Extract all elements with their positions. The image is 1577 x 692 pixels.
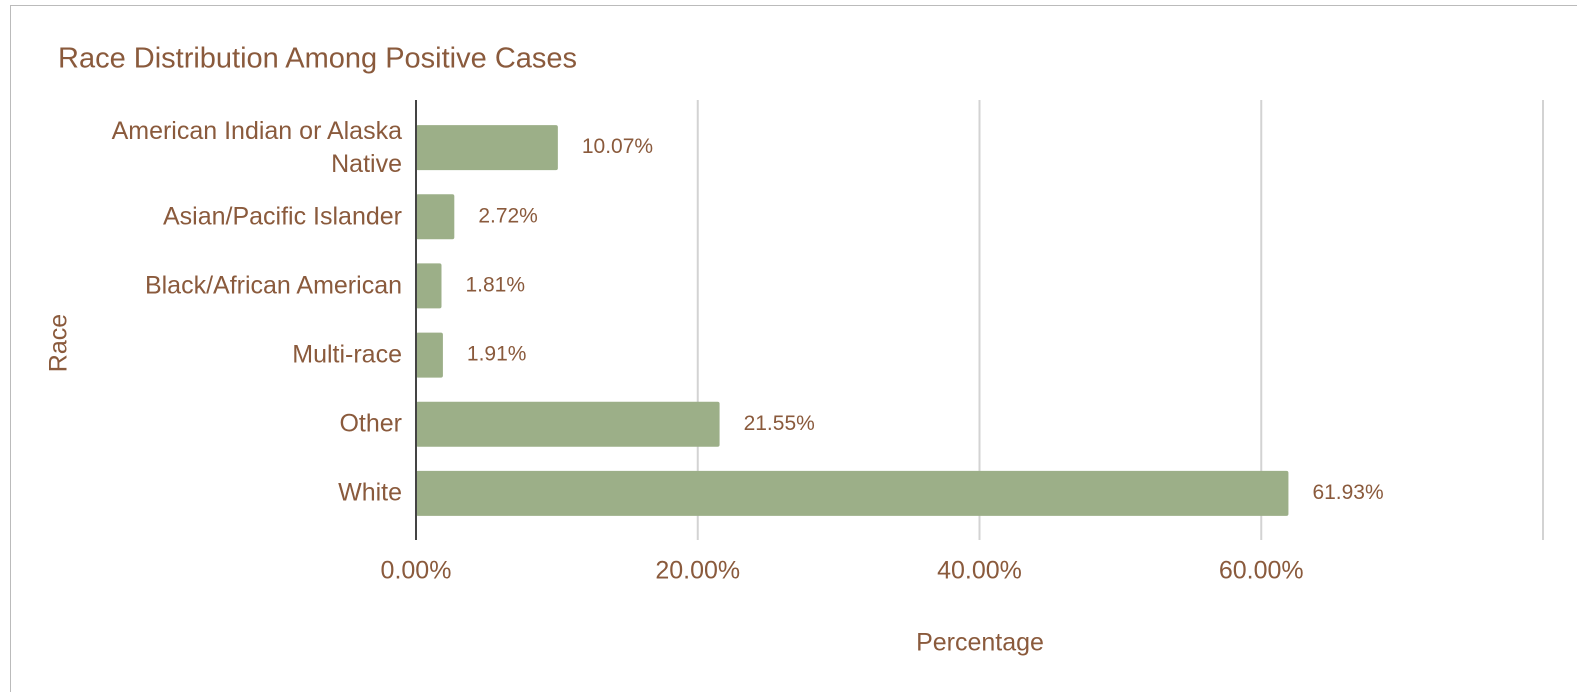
x-tick-label: 60.00% — [1219, 557, 1304, 585]
value-label: 10.07% — [582, 135, 653, 158]
x-axis-label: Percentage — [916, 629, 1044, 657]
chart-title: Race Distribution Among Positive Cases — [58, 43, 577, 75]
bar — [416, 194, 455, 240]
y-tick-label: Multi-race — [292, 340, 402, 369]
bar — [416, 263, 442, 309]
y-tick-label: American Indian or Alaska Native — [111, 116, 402, 178]
bar — [416, 332, 443, 378]
value-label: 61.93% — [1312, 481, 1383, 504]
x-tick-label: 40.00% — [937, 557, 1022, 585]
bar — [416, 401, 720, 447]
x-tick-label: 20.00% — [655, 557, 740, 585]
y-tick-label: Asian/Pacific Islander — [162, 202, 402, 231]
value-label: 1.91% — [467, 343, 527, 366]
y-axis-label: Race — [45, 314, 73, 372]
value-label: 21.55% — [744, 412, 815, 435]
bar — [416, 470, 1289, 516]
frame — [10, 5, 1577, 692]
y-tick-label: White — [338, 478, 402, 507]
value-label: 1.81% — [465, 273, 525, 296]
x-tick-label: 0.00% — [381, 557, 452, 585]
bar — [416, 125, 558, 171]
y-tick-label: Black/African American — [144, 271, 402, 300]
value-label: 2.72% — [478, 204, 538, 227]
y-tick-label: Other — [339, 409, 402, 438]
